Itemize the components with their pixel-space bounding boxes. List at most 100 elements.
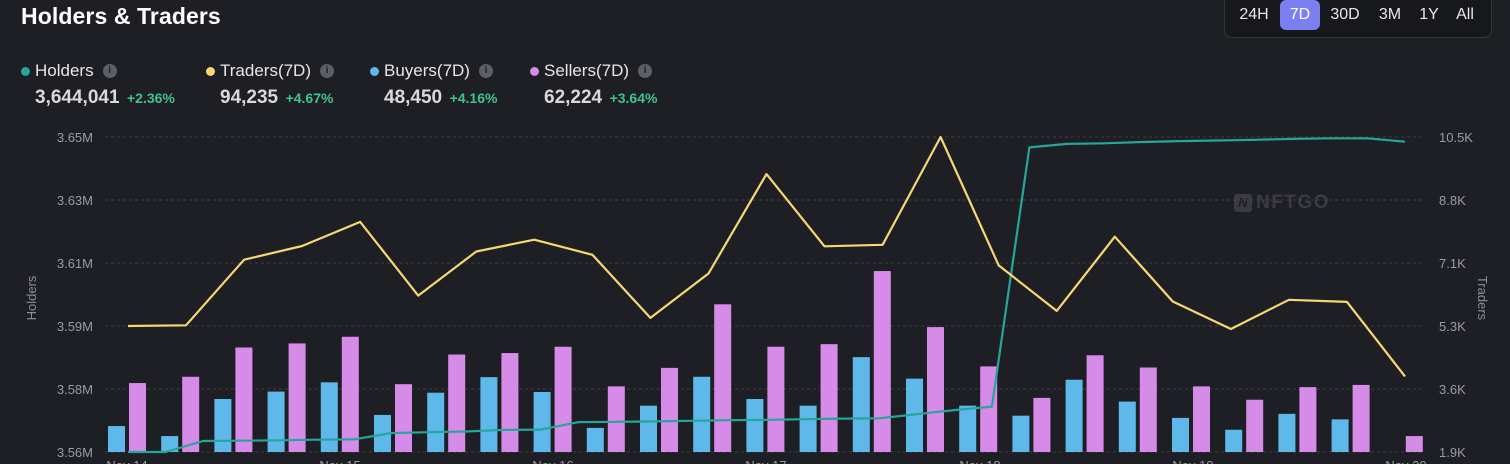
x-axis-label: Nov 19: [1172, 458, 1213, 464]
stat-traders[interactable]: Traders(7D) i 94,235 +4.67%: [206, 60, 334, 109]
right-axis-tick: 10.5K: [1439, 130, 1473, 145]
sellers-bar: [1139, 367, 1157, 452]
stat-label: Buyers(7D): [384, 61, 470, 80]
right-axis-tick: 8.8K: [1439, 193, 1466, 208]
stat-label: Traders(7D): [220, 61, 311, 80]
range-30d-button[interactable]: 30D: [1330, 6, 1360, 23]
sellers-bar: [129, 383, 146, 452]
buyers-bar: [746, 399, 764, 452]
buyers-bar: [161, 436, 179, 452]
sellers-legend-dot: [530, 66, 539, 76]
sellers-bar: [1352, 384, 1370, 452]
buyers-bar: [1225, 429, 1243, 452]
buyers-bar: [799, 405, 817, 452]
sellers-bar: [980, 366, 998, 452]
left-axis-tick: 3.65M: [57, 130, 93, 145]
buyers-bar: [320, 382, 338, 452]
range-7d-button[interactable]: 7D: [1280, 0, 1320, 30]
sellers-bar: [1299, 387, 1317, 452]
buyers-bar: [1278, 413, 1296, 452]
watermark-text: NFTGO: [1256, 192, 1330, 213]
buyers-bar: [108, 426, 125, 452]
buyers-bar: [533, 391, 551, 452]
left-axis-tick: 3.61M: [57, 256, 93, 271]
buyers-bar: [1065, 379, 1083, 452]
sellers-bar: [820, 344, 838, 452]
chart-title: Holders & Traders: [21, 3, 221, 29]
right-axis-tick: 1.9K: [1439, 445, 1466, 460]
buyers-bar: [1172, 417, 1189, 452]
x-axis-label: Nov 16: [532, 458, 573, 464]
x-axis-label: Nov 14: [106, 458, 147, 464]
range-24h-button[interactable]: 24H: [1239, 6, 1269, 23]
sellers-bar: [395, 384, 412, 452]
sellers-bar: [767, 346, 785, 452]
holders-legend-dot: [21, 66, 30, 76]
buyers-bar: [959, 405, 977, 452]
stat-sellers[interactable]: Sellers(7D) i 62,224 +3.64%: [530, 60, 657, 109]
buyers-bar: [267, 391, 285, 452]
stat-value: 94,235: [220, 87, 279, 108]
stat-buyers[interactable]: Buyers(7D) i 48,450 +4.16%: [370, 60, 497, 109]
buyers-bar: [214, 399, 232, 452]
left-axis-title: Holders: [24, 275, 39, 320]
sellers-bar: [448, 354, 466, 452]
holders-line: [128, 137, 1406, 454]
buyers-legend-dot: [370, 66, 379, 76]
range-3m-button[interactable]: 3M: [1378, 6, 1402, 23]
sellers-bar: [1246, 399, 1264, 452]
sellers-bar: [341, 336, 359, 452]
sellers-bar: [873, 271, 891, 452]
sellers-bar: [288, 343, 306, 452]
stat-change: +4.67%: [285, 90, 334, 106]
stat-change: +2.36%: [126, 90, 175, 106]
nftgo-logo-icon: N: [1234, 194, 1252, 212]
range-1y-button[interactable]: 1Y: [1419, 6, 1439, 23]
buyers-bar: [1331, 419, 1349, 452]
right-axis-title: Traders: [1475, 276, 1490, 321]
x-axis-label: Nov 20: [1385, 458, 1426, 464]
left-axis-tick: 3.63M: [57, 193, 93, 208]
right-axis-tick: 3.6K: [1439, 382, 1466, 397]
left-axis-tick: 3.58M: [57, 382, 93, 397]
range-all-button[interactable]: All: [1456, 6, 1474, 23]
info-icon[interactable]: i: [320, 64, 334, 78]
traders-legend-dot: [206, 66, 215, 76]
sellers-bar: [554, 346, 572, 452]
nftgo-watermark: N NFTGO: [1234, 192, 1330, 214]
x-axis-label: Nov 17: [745, 458, 786, 464]
sellers-bar: [1405, 436, 1423, 452]
sellers-bar: [182, 376, 200, 452]
stat-value: 3,644,041: [35, 87, 120, 108]
stat-holders[interactable]: Holders i 3,644,041 +2.36%: [21, 60, 175, 109]
stat-label: Holders: [35, 61, 94, 80]
x-axis-label: Nov 15: [319, 458, 360, 464]
right-axis-tick: 5.3K: [1439, 319, 1466, 334]
sellers-bar: [1086, 355, 1104, 452]
info-icon[interactable]: i: [478, 64, 493, 78]
stat-change: +4.16%: [449, 90, 498, 106]
info-icon[interactable]: i: [102, 64, 117, 78]
buyers-bar: [852, 357, 870, 452]
stat-change: +3.64%: [609, 90, 658, 106]
traders-line: [127, 135, 1406, 378]
buyers-bar: [586, 427, 604, 452]
stat-value: 48,450: [384, 87, 443, 108]
info-icon[interactable]: i: [638, 64, 653, 78]
buyers-bar: [1118, 401, 1136, 452]
x-axis-label: Nov 18: [959, 458, 1000, 464]
buyers-bar: [693, 376, 711, 452]
stat-value: 62,224: [544, 87, 603, 108]
sellers-bar: [927, 327, 944, 452]
sellers-bar: [501, 353, 519, 452]
buyers-bar: [640, 405, 657, 452]
buyers-bar: [480, 377, 498, 452]
sellers-bar: [235, 347, 253, 452]
sellers-bar: [661, 367, 678, 452]
sellers-bar: [1193, 386, 1210, 452]
buyers-bar: [427, 392, 445, 452]
sellers-bar: [607, 386, 625, 452]
sellers-bar: [1033, 397, 1051, 452]
left-axis-tick: 3.59M: [57, 319, 93, 334]
